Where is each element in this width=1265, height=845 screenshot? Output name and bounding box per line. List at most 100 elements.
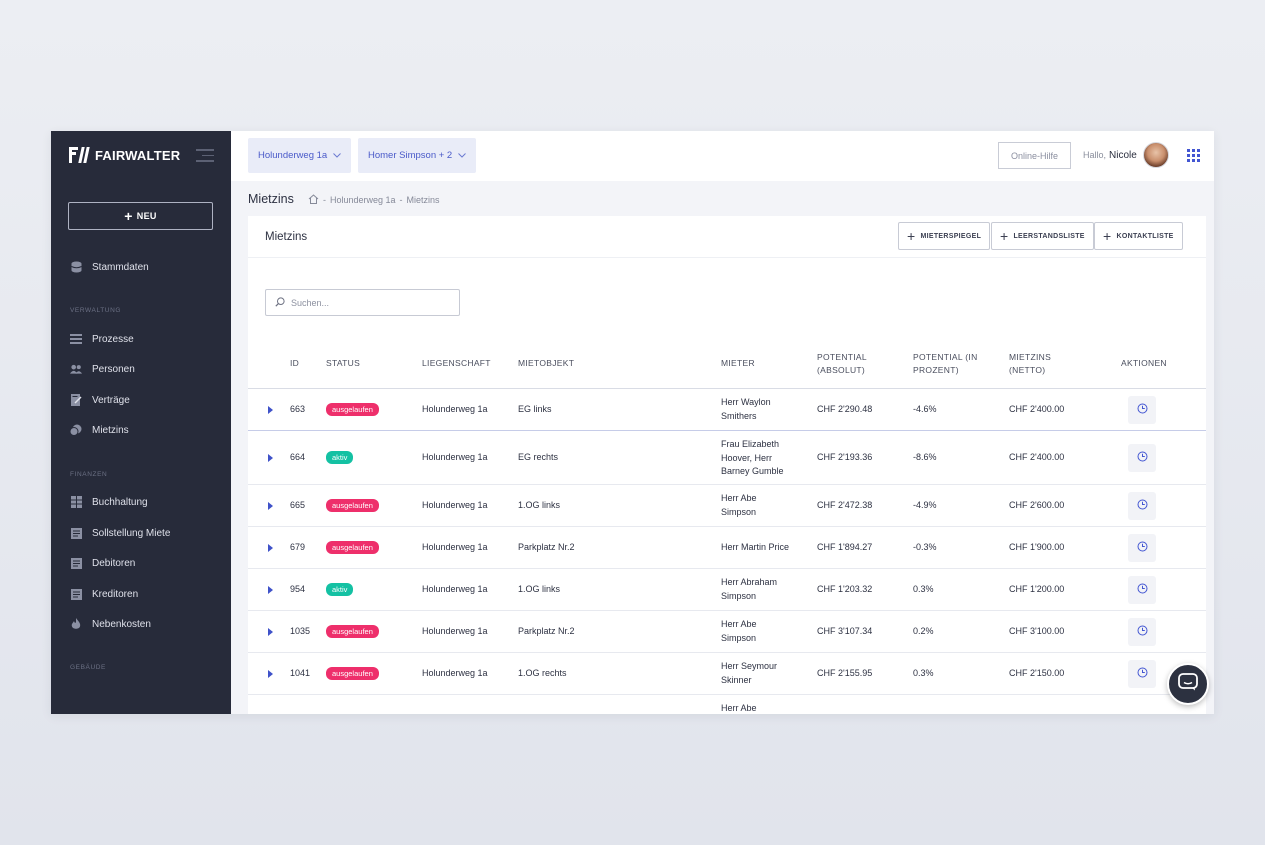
cell-id: 954 [290,584,306,594]
leerstandsliste-button[interactable]: + LEERSTANDSLISTE [991,222,1094,250]
col-header-line: POTENTIAL [817,352,867,362]
history-action-button[interactable] [1128,534,1156,562]
col-header-potential-absolut[interactable]: POTENTIAL (ABSOLUT) [817,351,867,377]
kontaktliste-button[interactable]: + KONTAKTLISTE [1094,222,1183,250]
expand-row-icon[interactable] [268,670,273,678]
table-row[interactable]: 679 ausgelaufen Holunderweg 1a Parkplatz… [248,527,1206,569]
plus-icon: + [124,208,133,224]
col-header-status[interactable]: STATUS [326,358,361,368]
cell-mietzins-netto: CHF 1'200.00 [1009,584,1065,594]
expand-row-icon[interactable] [268,628,273,636]
col-header-line: (NETTO) [1009,365,1046,375]
table-row[interactable]: 1041 ausgelaufen Holunderweg 1a 1.OG rec… [248,653,1206,695]
cell-mieter: Herr Martin Price [721,541,789,555]
table-row[interactable]: Herr Abe [248,695,1206,714]
cell-potential-prozent: -4.6% [913,404,937,414]
col-header-mietzins-netto[interactable]: MIETZINS (NETTO) [1009,351,1051,377]
new-button-label: NEU [136,211,157,221]
status-badge: ausgelaufen [326,625,379,638]
sidebar-item-kreditoren[interactable]: Kreditoren [70,588,138,600]
expand-row-icon[interactable] [268,586,273,594]
history-action-button[interactable] [1128,492,1156,520]
property-filter-dropdown[interactable]: Holunderweg 1a [248,138,352,173]
menu-toggle-icon[interactable] [196,149,214,163]
sidebar-item-mietzins[interactable]: Mietzins [70,424,129,436]
col-header-mieter[interactable]: MIETER [721,358,755,368]
mieter-line: Herr Abe [721,493,757,503]
brand-logo[interactable]: FAIRWALTER [69,147,180,164]
cell-id: 1041 [290,668,311,678]
status-badge: ausgelaufen [326,541,379,554]
brand-name: FAIRWALTER [95,148,181,163]
breadcrumb: - Holunderweg 1a - Mietzins [308,194,440,206]
mieter-line: Simpson [721,590,757,601]
person-filter-value: Homer Simpson + 2 [368,150,453,161]
expand-row-icon[interactable] [268,544,273,552]
chat-icon [1178,672,1198,696]
mieter-line: Hoover, Herr [721,452,773,463]
sidebar-item-sollstellung[interactable]: Sollstellung Miete [70,527,170,539]
sidebar-item-vertraege[interactable]: Verträge [70,394,130,406]
sidebar-item-prozesse[interactable]: Prozesse [70,333,134,345]
col-header-line: POTENTIAL (IN [913,352,978,362]
clock-icon [1137,665,1148,683]
chevron-down-icon [458,151,467,160]
cell-potential-absolut: CHF 2'155.95 [817,668,873,678]
person-filter-dropdown[interactable]: Homer Simpson + 2 [358,138,477,173]
sidebar-item-label: Buchhaltung [92,496,148,508]
table-row[interactable]: 954 aktiv Holunderweg 1a 1.OG links Herr… [248,569,1206,611]
history-action-button[interactable] [1128,660,1156,688]
sidebar-item-debitoren[interactable]: Debitoren [70,557,135,569]
new-button[interactable]: + NEU [68,202,213,230]
cell-potential-prozent: 0.3% [913,668,934,678]
online-help-button[interactable]: Online-Hilfe [998,142,1071,169]
mieter-line: Frau Elizabeth [721,439,780,449]
plus-icon: + [1103,228,1112,244]
mieterspiegel-button[interactable]: + MIETERSPIEGEL [898,222,991,250]
search-box[interactable] [265,289,460,316]
history-action-button[interactable] [1128,576,1156,604]
breadcrumb-property[interactable]: Holunderweg 1a [330,195,396,205]
col-header-line: PROZENT) [913,365,959,375]
page-title: Mietzins [248,192,294,206]
home-icon[interactable] [308,194,319,206]
sidebar-item-buchhaltung[interactable]: Buchhaltung [70,496,148,508]
avatar[interactable] [1143,142,1169,168]
expand-row-icon[interactable] [268,502,273,510]
sidebar-item-label: Kreditoren [92,588,139,600]
sidebar: FAIRWALTER + NEU Stammdaten VERWALTUNG P… [51,131,231,714]
expand-row-icon[interactable] [268,406,273,414]
col-header-liegenschaft[interactable]: LIEGENSCHAFT [422,358,491,368]
table-row[interactable]: 665 ausgelaufen Holunderweg 1a 1.OG link… [248,485,1206,527]
apps-grid-icon[interactable] [1187,149,1200,162]
history-action-button[interactable] [1128,396,1156,424]
flame-icon [70,618,82,630]
table-row[interactable]: 664 aktiv Holunderweg 1a EG rechts Frau … [248,431,1206,485]
cell-mietzins-netto: CHF 2'600.00 [1009,500,1065,510]
contract-icon [70,394,82,406]
plus-icon: + [907,228,916,244]
col-header-id[interactable]: ID [290,358,300,368]
status-badge: aktiv [326,451,354,464]
chat-support-button[interactable] [1167,663,1209,705]
plus-icon: + [1000,228,1009,244]
cell-potential-prozent: -8.6% [913,452,937,462]
sidebar-item-nebenkosten[interactable]: Nebenkosten [70,618,151,630]
ledger-icon [70,496,82,508]
sidebar-item-personen[interactable]: Personen [70,363,135,375]
table-row[interactable]: 663 ausgelaufen Holunderweg 1a EG links … [248,389,1206,431]
history-action-button[interactable] [1128,444,1156,472]
search-input[interactable] [291,297,441,308]
col-header-potential-prozent[interactable]: POTENTIAL (IN PROZENT) [913,351,978,377]
breadcrumb-current: Mietzins [406,195,440,205]
cell-liegenschaft: Holunderweg 1a [422,500,488,510]
table-row[interactable]: 1035 ausgelaufen Holunderweg 1a Parkplat… [248,611,1206,653]
sidebar-item-stammdaten[interactable]: Stammdaten [70,261,149,273]
status-badge: aktiv [326,583,354,596]
col-header-mietobjekt[interactable]: MIETOBJEKT [518,358,575,368]
history-action-button[interactable] [1128,618,1156,646]
mieter-line: Simpson [721,632,757,643]
app-window: FAIRWALTER + NEU Stammdaten VERWALTUNG P… [51,131,1214,714]
expand-row-icon[interactable] [268,454,273,462]
cell-mietobjekt: Parkplatz Nr.2 [518,542,575,552]
